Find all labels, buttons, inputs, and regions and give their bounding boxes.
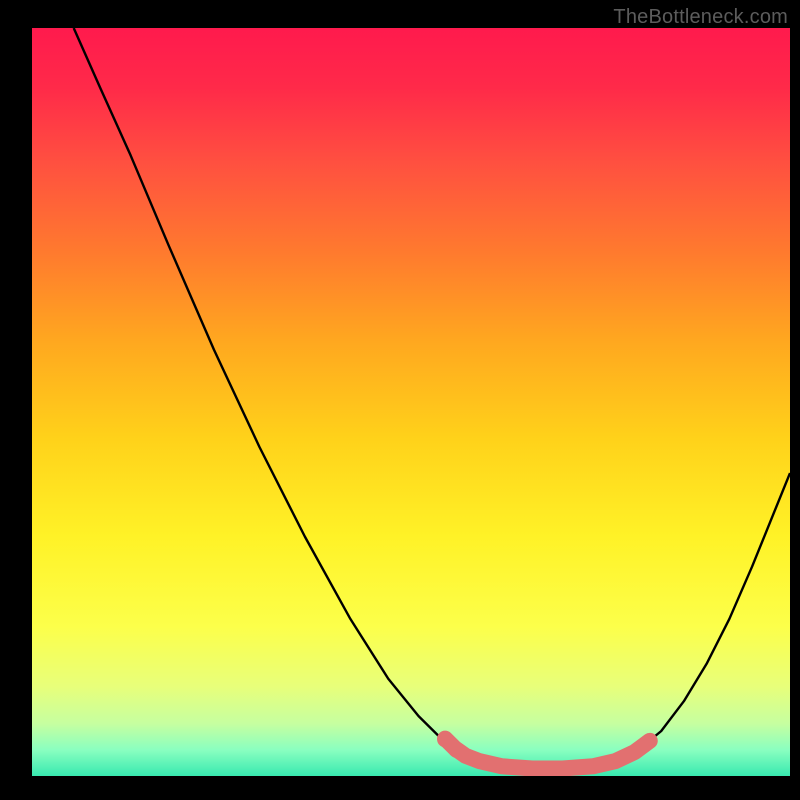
chart-frame: TheBottleneck.com — [0, 0, 800, 800]
marker-dot — [448, 742, 464, 758]
gradient-background — [32, 28, 790, 776]
plot-area — [32, 28, 790, 776]
watermark-label: TheBottleneck.com — [613, 6, 788, 29]
